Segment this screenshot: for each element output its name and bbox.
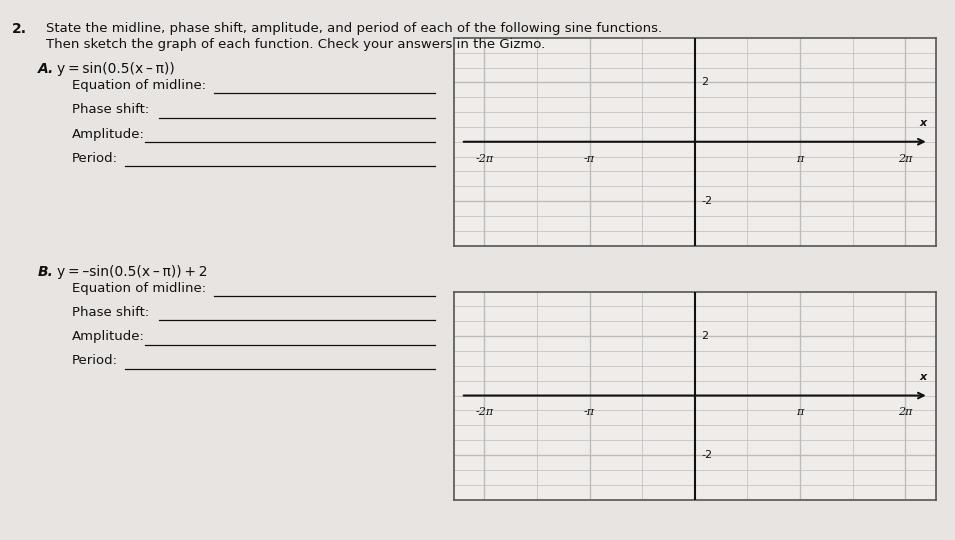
Text: Period:: Period:: [72, 354, 117, 368]
Text: Phase shift:: Phase shift:: [72, 103, 149, 117]
Text: Amplitude:: Amplitude:: [72, 330, 144, 343]
Text: y = –sin(0.5(x – π)) + 2: y = –sin(0.5(x – π)) + 2: [57, 265, 208, 279]
Text: -π: -π: [584, 153, 595, 164]
Text: -2: -2: [702, 196, 712, 206]
Text: 2.: 2.: [11, 22, 27, 36]
Text: Period:: Period:: [72, 152, 117, 165]
Text: π: π: [796, 407, 804, 417]
Text: A.: A.: [38, 62, 54, 76]
Text: -π: -π: [584, 407, 595, 417]
Text: Equation of midline:: Equation of midline:: [72, 281, 205, 295]
Text: π: π: [796, 153, 804, 164]
Text: y = sin(0.5(x – π)): y = sin(0.5(x – π)): [57, 62, 175, 76]
Text: x: x: [919, 118, 926, 128]
Text: Then sketch the graph of each function. Check your answers in the Gizmo.: Then sketch the graph of each function. …: [46, 38, 545, 51]
Text: State the midline, phase shift, amplitude, and period of each of the following s: State the midline, phase shift, amplitud…: [46, 22, 662, 35]
Text: -2π: -2π: [476, 153, 494, 164]
Text: Equation of midline:: Equation of midline:: [72, 79, 205, 92]
Text: -2: -2: [702, 450, 712, 460]
Text: x: x: [919, 372, 926, 382]
Text: B.: B.: [38, 265, 54, 279]
Text: 2: 2: [702, 331, 709, 341]
Text: 2: 2: [702, 77, 709, 87]
Text: 2π: 2π: [898, 407, 912, 417]
Text: 2π: 2π: [898, 153, 912, 164]
Text: Amplitude:: Amplitude:: [72, 127, 144, 141]
Text: Phase shift:: Phase shift:: [72, 306, 149, 319]
Text: -2π: -2π: [476, 407, 494, 417]
